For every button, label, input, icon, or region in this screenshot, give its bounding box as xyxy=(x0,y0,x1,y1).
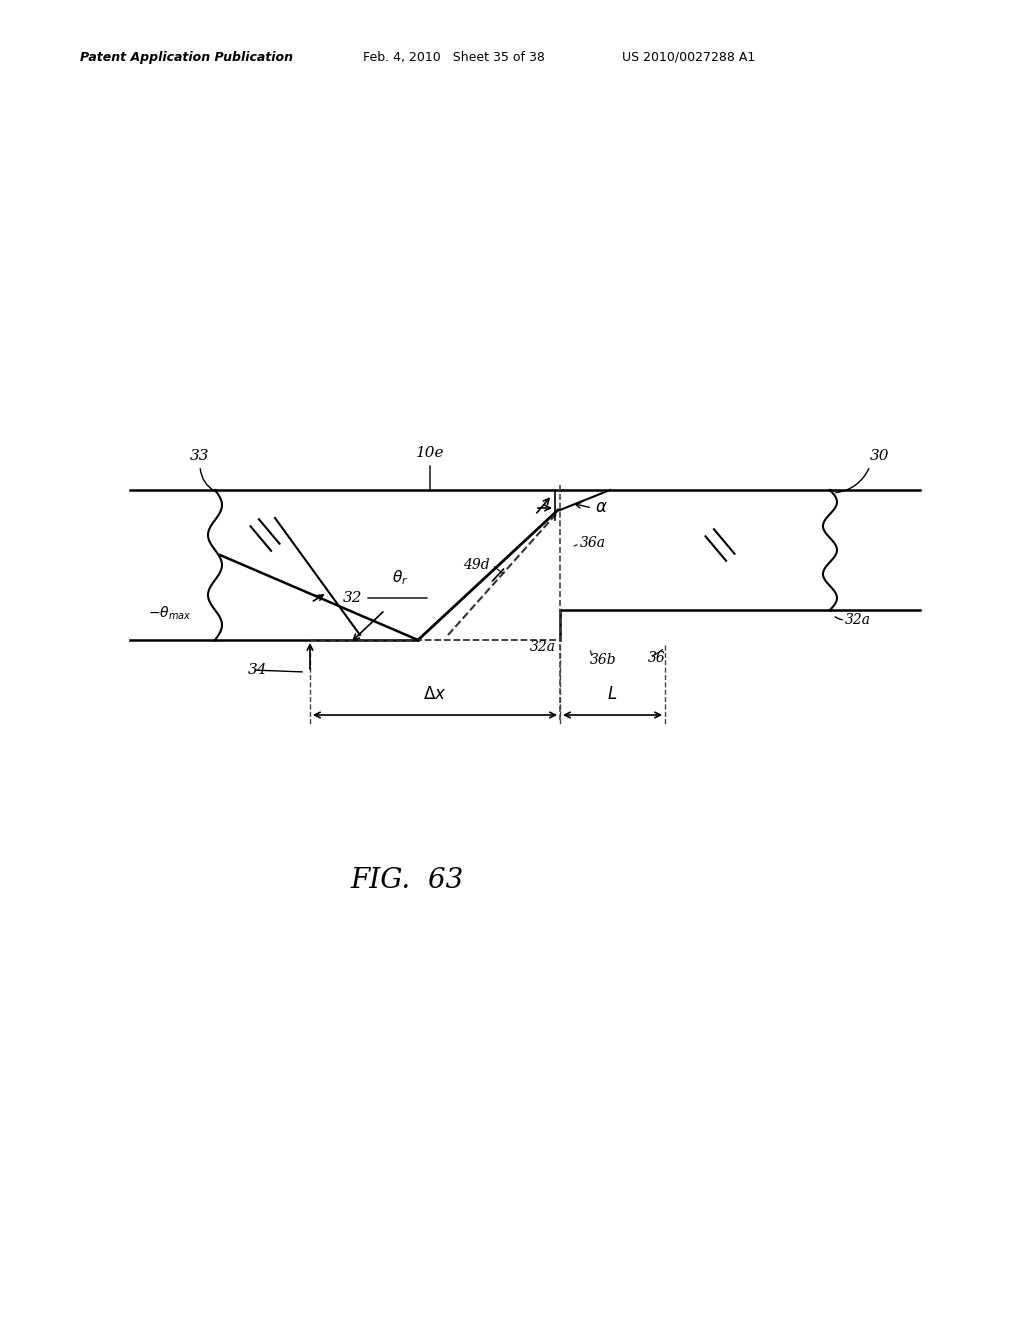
Text: 32a: 32a xyxy=(845,612,871,627)
Text: 32a: 32a xyxy=(530,640,556,653)
Text: 36b: 36b xyxy=(590,653,616,667)
Text: $\theta_r$: $\theta_r$ xyxy=(392,569,409,587)
Text: $\alpha$: $\alpha$ xyxy=(595,499,607,516)
Text: 10e: 10e xyxy=(416,446,444,459)
Text: $-\theta_{max}$: $-\theta_{max}$ xyxy=(148,605,191,622)
Text: 34: 34 xyxy=(248,663,267,677)
Text: Feb. 4, 2010   Sheet 35 of 38: Feb. 4, 2010 Sheet 35 of 38 xyxy=(362,50,545,63)
Text: 36a: 36a xyxy=(580,536,606,550)
Text: 30: 30 xyxy=(870,449,890,463)
Text: $L$: $L$ xyxy=(607,686,617,704)
Text: US 2010/0027288 A1: US 2010/0027288 A1 xyxy=(622,50,756,63)
Text: $\Delta x$: $\Delta x$ xyxy=(423,686,446,704)
Text: 36: 36 xyxy=(648,651,666,665)
Text: 32: 32 xyxy=(342,591,362,605)
Text: 33: 33 xyxy=(190,449,210,463)
Text: Patent Application Publication: Patent Application Publication xyxy=(80,50,293,63)
Text: 49d: 49d xyxy=(464,558,490,572)
Text: FIG.  63: FIG. 63 xyxy=(350,866,463,894)
